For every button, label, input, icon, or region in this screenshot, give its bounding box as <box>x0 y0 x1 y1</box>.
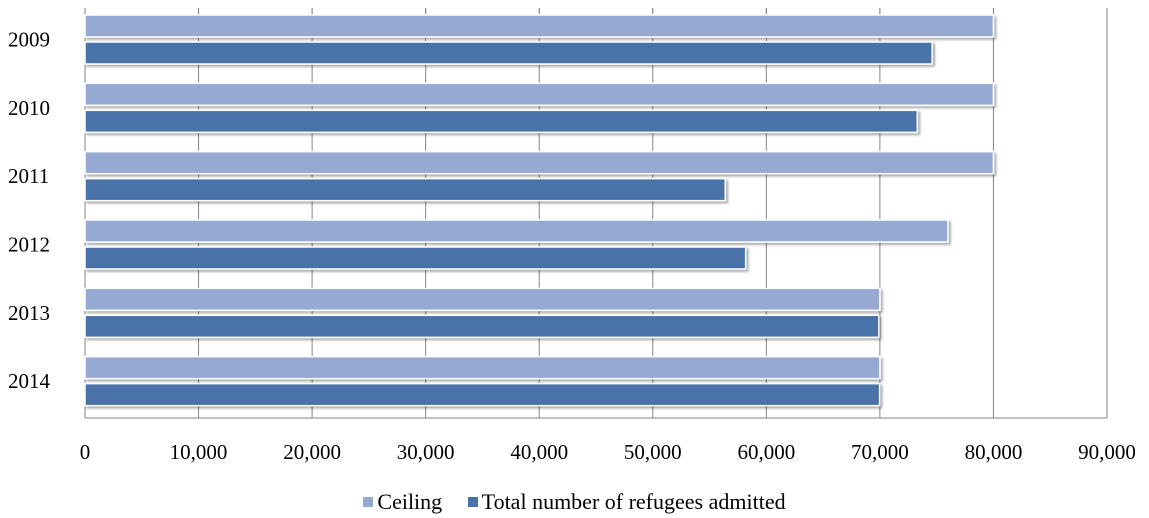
bars <box>84 14 995 407</box>
x-tick-label: 50,000 <box>624 440 682 464</box>
x-tick-label: 30,000 <box>397 440 455 464</box>
y-tick-label: 2012 <box>8 233 50 257</box>
x-tick-label: 10,000 <box>170 440 228 464</box>
y-tick-label: 2009 <box>8 28 50 52</box>
x-tick-label: 60,000 <box>737 440 795 464</box>
gridlines <box>84 8 1108 419</box>
y-tick-label: 2010 <box>8 96 50 120</box>
tick-labels: 0 10,000 20,000 30,000 40,000 50,000 60,000 70,… <box>8 28 1136 465</box>
legend-swatch-ceiling <box>363 497 374 507</box>
bar-admitted-2011 <box>84 177 727 202</box>
bar-admitted-2010 <box>84 109 919 134</box>
x-tick-label: 20,000 <box>283 440 341 464</box>
y-tick-label: 2013 <box>8 301 50 325</box>
legend-label-admitted: Total number of refugees admitted <box>481 489 786 514</box>
bar-ceiling-2009 <box>84 14 995 38</box>
bar-chart: 0 10,000 20,000 30,000 40,000 50,000 60,000 70,… <box>8 8 1136 465</box>
x-tick-label: 90,000 <box>1078 440 1136 464</box>
bar-admitted-2014 <box>84 382 881 407</box>
x-tick-label: 80,000 <box>965 440 1023 464</box>
bar-ceiling-2013 <box>84 287 881 312</box>
bar-admitted-2009 <box>84 41 933 65</box>
bar-ceiling-2014 <box>84 355 881 380</box>
legend-swatch-admitted <box>467 497 478 507</box>
legend-item-admitted: Total number of refugees admitted <box>467 489 786 515</box>
legend-item-ceiling: Ceiling <box>363 489 442 515</box>
bar-ceiling-2011 <box>84 150 995 175</box>
legend-label-ceiling: Ceiling <box>377 489 443 514</box>
x-tick-label: 70,000 <box>851 440 909 464</box>
x-tick-label: 40,000 <box>510 440 568 464</box>
legend: Ceiling Total number of refugees admitte… <box>0 487 1149 515</box>
bar-admitted-2013 <box>84 314 880 339</box>
bar-admitted-2012 <box>84 246 747 270</box>
bar-ceiling-2010 <box>84 82 995 107</box>
y-tick-label: 2011 <box>8 164 49 188</box>
bar-ceiling-2012 <box>84 219 949 243</box>
y-tick-label: 2014 <box>8 369 51 393</box>
x-tick-label: 0 <box>80 440 91 464</box>
